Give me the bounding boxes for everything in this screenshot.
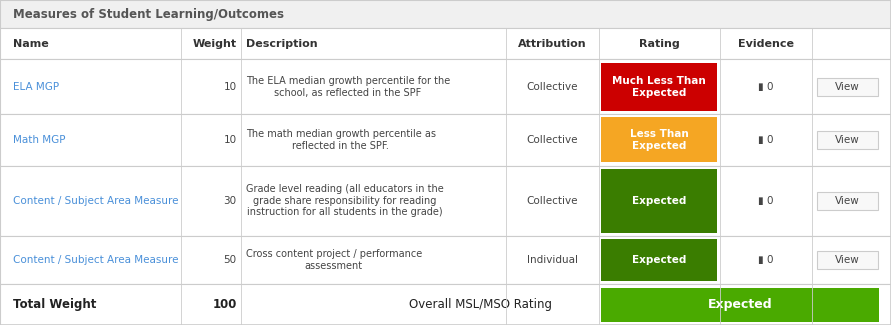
- Text: ▮ 0: ▮ 0: [758, 82, 773, 92]
- Text: Collective: Collective: [527, 135, 578, 145]
- Text: Much Less Than
Expected: Much Less Than Expected: [612, 76, 706, 98]
- Text: 100: 100: [212, 298, 237, 311]
- Text: Content / Subject Area Measure: Content / Subject Area Measure: [13, 196, 179, 206]
- Bar: [817, 192, 878, 210]
- Text: Grade level reading (all educators in the
grade share responsibility for reading: Grade level reading (all educators in th…: [246, 184, 444, 217]
- Text: 50: 50: [224, 255, 237, 265]
- Text: 10: 10: [224, 82, 237, 92]
- Bar: [601, 63, 717, 111]
- Bar: [0, 166, 891, 236]
- Text: ▮ 0: ▮ 0: [758, 135, 773, 145]
- Text: Content / Subject Area Measure: Content / Subject Area Measure: [13, 255, 179, 265]
- Text: ELA MGP: ELA MGP: [13, 82, 60, 92]
- Text: Total Weight: Total Weight: [13, 298, 97, 311]
- Text: ▮ 0: ▮ 0: [758, 196, 773, 206]
- Bar: [0, 28, 891, 59]
- Text: Rating: Rating: [639, 39, 680, 49]
- Bar: [601, 239, 717, 281]
- Bar: [601, 169, 717, 233]
- Bar: [0, 236, 891, 284]
- Bar: [0, 59, 891, 114]
- Text: Name: Name: [13, 39, 49, 49]
- Text: Math MGP: Math MGP: [13, 135, 66, 145]
- Text: View: View: [835, 255, 860, 265]
- Text: 30: 30: [224, 196, 237, 206]
- Text: Measures of Student Learning/Outcomes: Measures of Student Learning/Outcomes: [13, 7, 284, 20]
- Bar: [817, 131, 878, 149]
- Text: View: View: [835, 82, 860, 92]
- Bar: [0, 284, 891, 325]
- Bar: [817, 78, 878, 96]
- Text: Weight: Weight: [192, 39, 237, 49]
- Text: Overall MSL/MSO Rating: Overall MSL/MSO Rating: [409, 298, 552, 311]
- Text: Attribution: Attribution: [518, 39, 586, 49]
- Text: Individual: Individual: [527, 255, 578, 265]
- Text: Less Than
Expected: Less Than Expected: [630, 129, 689, 151]
- Text: The ELA median growth percentile for the
school, as reflected in the SPF: The ELA median growth percentile for the…: [246, 76, 450, 98]
- Bar: [817, 251, 878, 269]
- Text: Evidence: Evidence: [738, 39, 794, 49]
- Text: 10: 10: [224, 135, 237, 145]
- Text: Expected: Expected: [708, 298, 772, 311]
- Text: View: View: [835, 135, 860, 145]
- Text: Cross content project / performance
assessment: Cross content project / performance asse…: [246, 249, 421, 271]
- Text: ▮ 0: ▮ 0: [758, 255, 773, 265]
- Text: The math median growth percentile as
reflected in the SPF.: The math median growth percentile as ref…: [246, 129, 436, 151]
- Text: Expected: Expected: [632, 255, 686, 265]
- Text: Description: Description: [246, 39, 317, 49]
- Bar: [0, 114, 891, 166]
- Bar: [601, 117, 717, 162]
- Bar: [601, 288, 879, 322]
- Text: Expected: Expected: [632, 196, 686, 206]
- Text: View: View: [835, 196, 860, 206]
- Text: Collective: Collective: [527, 196, 578, 206]
- Text: Collective: Collective: [527, 82, 578, 92]
- Bar: [0, 0, 891, 28]
